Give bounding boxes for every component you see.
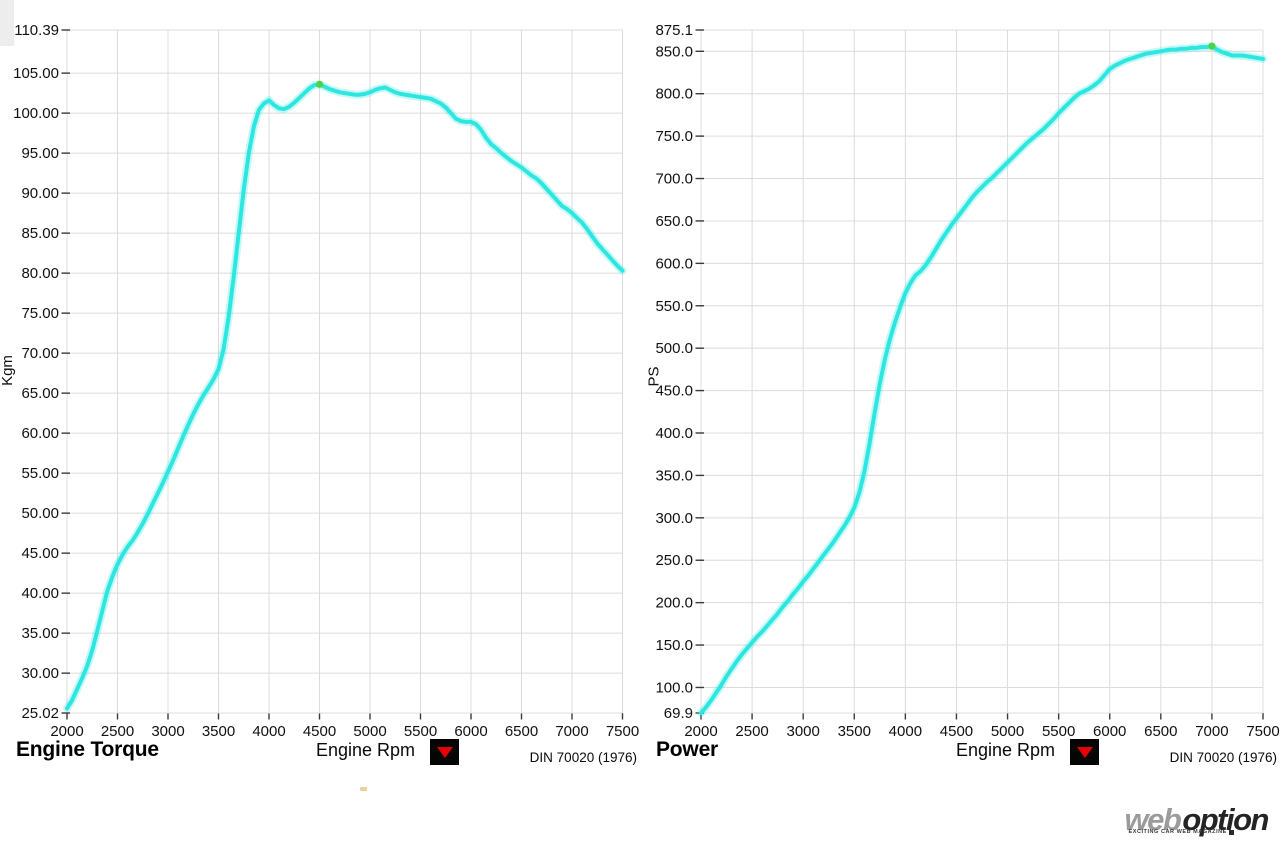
svg-text:6500: 6500 <box>505 723 538 740</box>
svg-text:110.39: 110.39 <box>14 22 59 39</box>
svg-text:70.00: 70.00 <box>21 345 59 362</box>
svg-text:700.0: 700.0 <box>655 171 693 188</box>
svg-text:4000: 4000 <box>889 723 922 740</box>
power-chart-panel: 2000 2500 3000 3500 4000 4500 5000 5500 6000 6500… <box>640 0 1280 800</box>
svg-text:40.00: 40.00 <box>21 585 59 602</box>
svg-text:150.0: 150.0 <box>655 637 693 654</box>
svg-text:4500: 4500 <box>940 723 973 740</box>
torque-chart-panel: 2000 2500 3000 3500 4000 4500 5000 5500 6000 6500… <box>0 0 640 800</box>
svg-text:200.0: 200.0 <box>655 595 693 612</box>
svg-text:3500: 3500 <box>202 723 235 740</box>
power-rpm-dropdown-button[interactable] <box>1070 739 1099 765</box>
svg-text:6000: 6000 <box>1093 723 1126 740</box>
logo-option-text: option <box>1182 802 1269 837</box>
svg-text:30.00: 30.00 <box>21 665 59 682</box>
svg-text:850.0: 850.0 <box>655 43 693 60</box>
svg-text:6000: 6000 <box>454 723 487 740</box>
svg-text:7000: 7000 <box>555 723 588 740</box>
svg-text:90.00: 90.00 <box>21 185 59 202</box>
svg-text:5000: 5000 <box>991 723 1024 740</box>
svg-text:350.0: 350.0 <box>655 467 693 484</box>
torque-din-standard-label: DIN 70020 (1976) <box>529 750 637 765</box>
svg-text:2000: 2000 <box>50 723 83 740</box>
svg-text:4000: 4000 <box>252 723 285 740</box>
svg-text:250.0: 250.0 <box>655 552 693 569</box>
torque-x-axis-label: Engine Rpm <box>316 740 416 760</box>
svg-text:80.00: 80.00 <box>21 265 59 282</box>
torque-plot: 2000 2500 3000 3500 4000 4500 5000 5500 6000 6500… <box>13 22 639 740</box>
power-y-axis-unit: PS <box>645 366 663 387</box>
svg-text:7500: 7500 <box>606 723 639 740</box>
svg-text:800.0: 800.0 <box>655 86 693 103</box>
red-triangle-down-icon <box>1076 746 1093 758</box>
svg-text:105.00: 105.00 <box>13 65 59 82</box>
svg-text:35.00: 35.00 <box>21 625 59 642</box>
svg-text:4500: 4500 <box>303 723 336 740</box>
power-chart-title: Power <box>656 738 719 761</box>
torque-rpm-dropdown-button[interactable] <box>430 739 459 765</box>
web-option-magazine-logo: weboption EXCITING CAR WEB MAGAZINE <box>1124 802 1270 847</box>
svg-text:5500: 5500 <box>404 723 437 740</box>
logo-web-text: web <box>1124 802 1182 837</box>
svg-text:2500: 2500 <box>101 723 134 740</box>
svg-text:55.00: 55.00 <box>21 465 59 482</box>
svg-text:3000: 3000 <box>151 723 184 740</box>
svg-text:3500: 3500 <box>838 723 871 740</box>
svg-text:75.00: 75.00 <box>21 305 59 322</box>
screen-corner-artifact <box>0 0 14 46</box>
svg-text:300.0: 300.0 <box>655 510 693 527</box>
svg-text:600.0: 600.0 <box>655 255 693 272</box>
svg-text:7500: 7500 <box>1246 723 1279 740</box>
svg-text:450.0: 450.0 <box>655 383 693 400</box>
svg-text:550.0: 550.0 <box>655 298 693 315</box>
power-x-axis-label: Engine Rpm <box>956 740 1056 760</box>
svg-text:5000: 5000 <box>353 723 386 740</box>
svg-text:3000: 3000 <box>786 723 819 740</box>
svg-text:100.00: 100.00 <box>13 105 59 122</box>
logo-tagline: EXCITING CAR WEB MAGAZINE <box>1129 817 1234 847</box>
svg-text:100.0: 100.0 <box>655 679 693 696</box>
svg-text:7000: 7000 <box>1195 723 1228 740</box>
svg-text:60.00: 60.00 <box>21 425 59 442</box>
svg-text:50.00: 50.00 <box>21 505 59 522</box>
red-triangle-down-icon <box>436 746 453 758</box>
logo-chip <box>1228 829 1234 835</box>
svg-text:95.00: 95.00 <box>21 145 59 162</box>
torque-chart-title: Engine Torque <box>16 738 159 761</box>
svg-text:45.00: 45.00 <box>21 545 59 562</box>
svg-text:400.0: 400.0 <box>655 425 693 442</box>
svg-text:85.00: 85.00 <box>21 225 59 242</box>
svg-text:65.00: 65.00 <box>21 385 59 402</box>
svg-text:750.0: 750.0 <box>655 128 693 145</box>
svg-text:2500: 2500 <box>735 723 768 740</box>
svg-text:650.0: 650.0 <box>655 213 693 230</box>
svg-text:25.02: 25.02 <box>21 705 59 722</box>
torque-y-axis-unit: Kgm <box>0 355 16 386</box>
svg-text:875.1: 875.1 <box>655 22 693 39</box>
svg-text:500.0: 500.0 <box>655 340 693 357</box>
orange-dash-artifact <box>360 787 367 791</box>
power-plot: 2000 2500 3000 3500 4000 4500 5000 5500 6000 6500… <box>655 22 1279 740</box>
svg-text:5500: 5500 <box>1042 723 1075 740</box>
svg-text:2000: 2000 <box>684 723 717 740</box>
power-din-standard-label: DIN 70020 (1976) <box>1169 750 1277 765</box>
svg-text:69.9: 69.9 <box>664 705 693 722</box>
svg-text:6500: 6500 <box>1144 723 1177 740</box>
